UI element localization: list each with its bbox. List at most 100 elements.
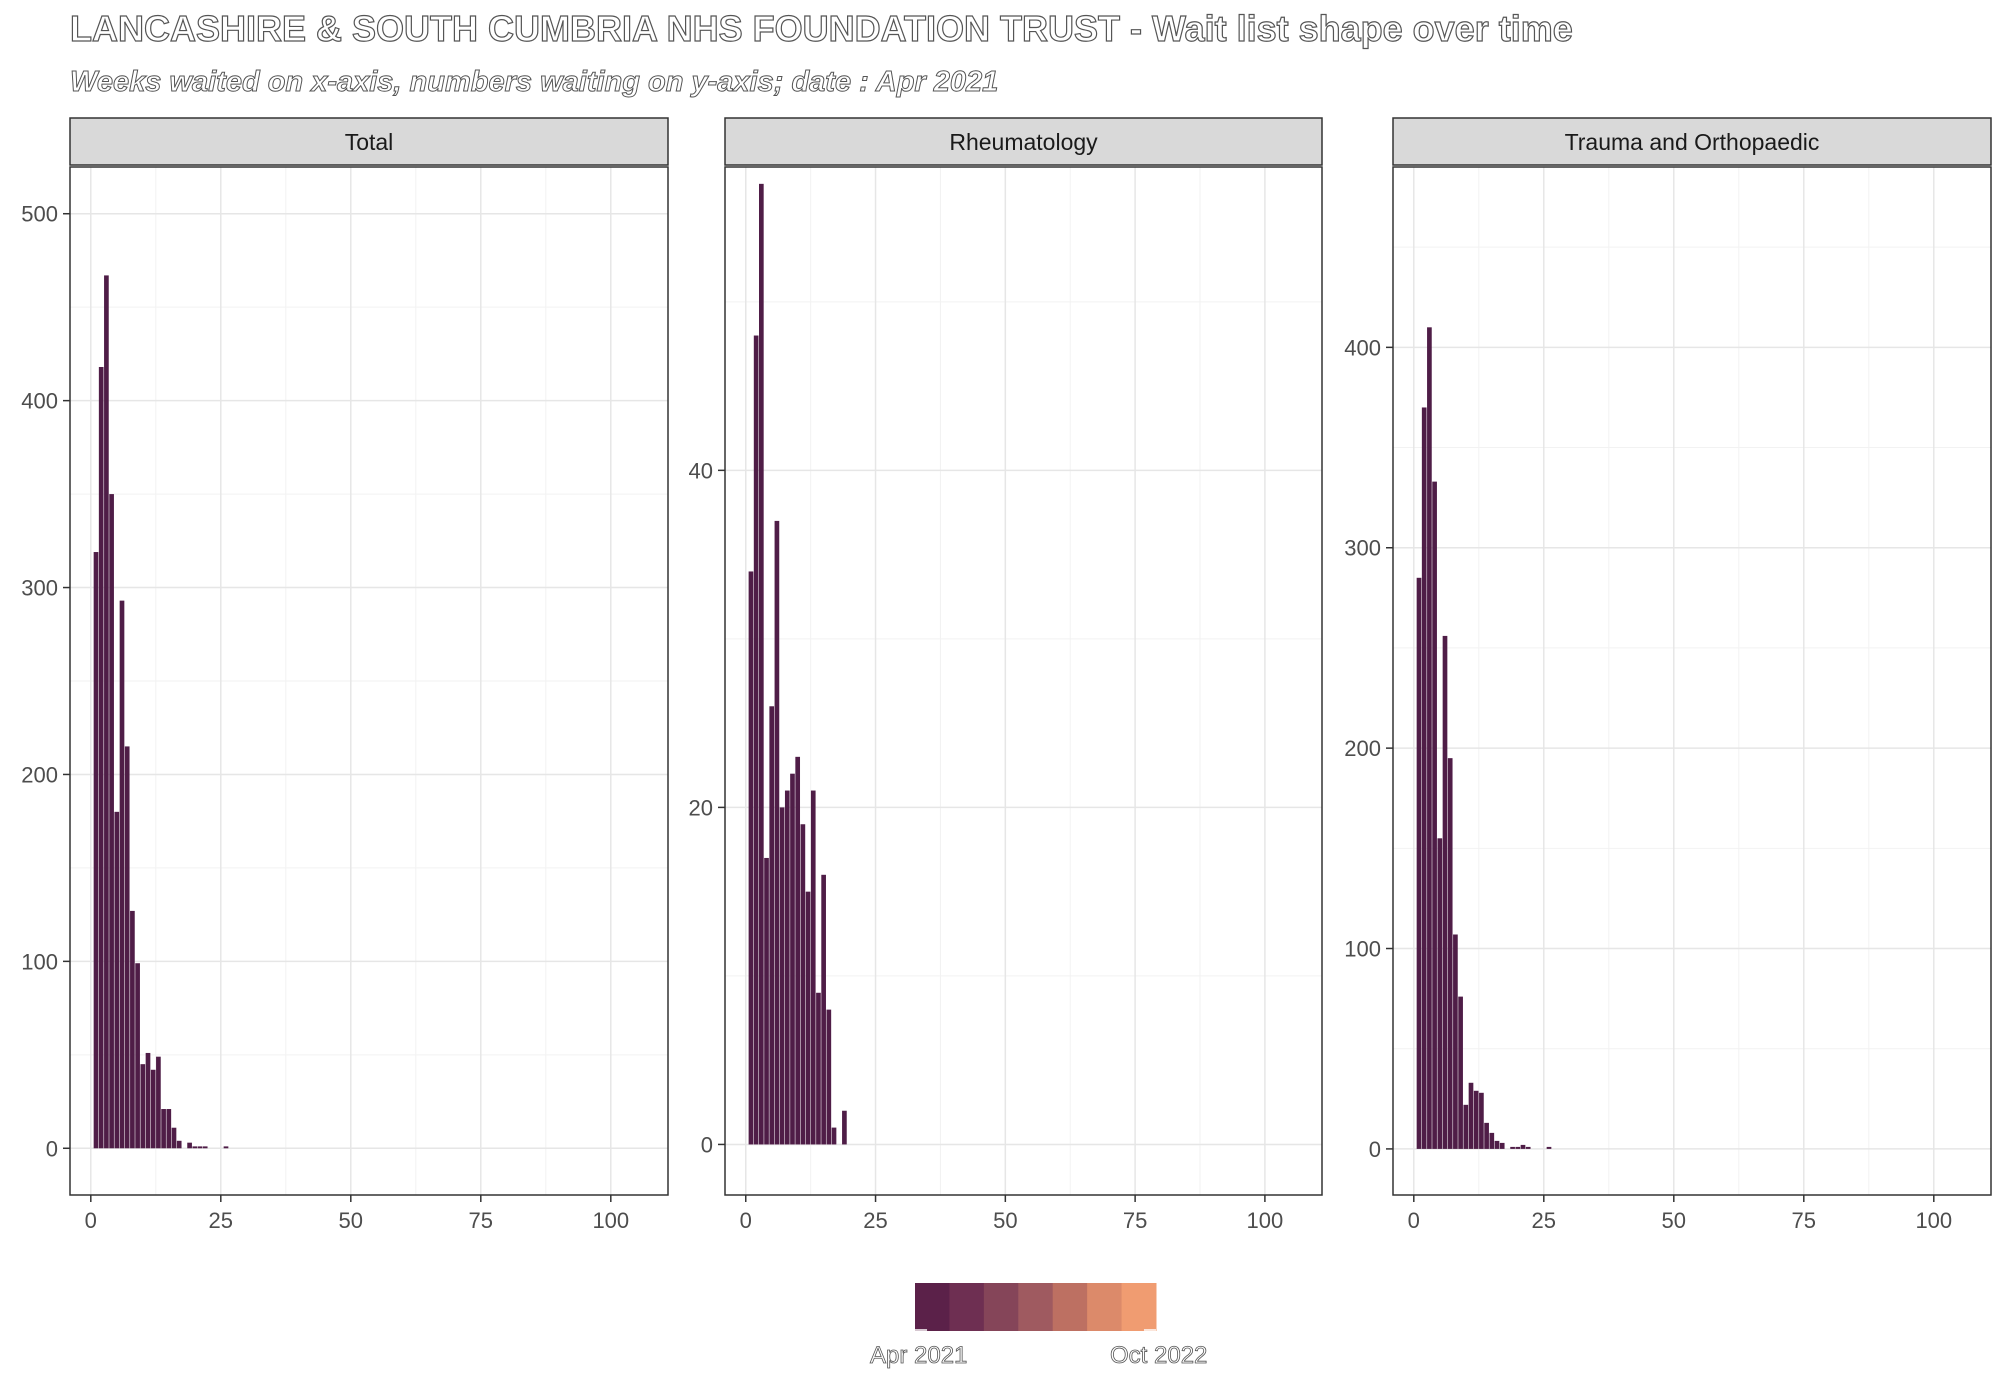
x-tick-label: 100 xyxy=(592,1208,629,1233)
x-tick-label: 25 xyxy=(1532,1208,1556,1233)
legend-color-swatch xyxy=(1121,1283,1157,1331)
chart-title: LANCASHIRE & SOUTH CUMBRIA NHS FOUNDATIO… xyxy=(69,7,1573,49)
x-tick-label: 100 xyxy=(1915,1208,1952,1233)
bar xyxy=(1421,407,1427,1149)
bar xyxy=(748,571,754,1145)
bar xyxy=(166,1109,172,1149)
panel-border xyxy=(1392,166,1992,1196)
legend-color-swatch xyxy=(949,1283,985,1331)
bar xyxy=(150,1069,156,1149)
x-tick-label: 0 xyxy=(740,1208,752,1233)
facet-title: Rheumatology xyxy=(949,129,1098,155)
legend-color-swatch xyxy=(1018,1283,1054,1331)
y-tick-label: 500 xyxy=(21,202,58,227)
bar xyxy=(826,1009,832,1145)
y-tick-label: 100 xyxy=(21,949,58,974)
bar xyxy=(805,891,811,1145)
x-tick-label: 0 xyxy=(85,1208,97,1233)
y-tick-label: 0 xyxy=(701,1132,713,1157)
bar xyxy=(1427,327,1432,1149)
facet-panel: Rheumatology 0 25 50 75 100 0 20 40 xyxy=(689,117,1323,1233)
bar xyxy=(104,275,109,1149)
bar xyxy=(1453,934,1458,1149)
bar xyxy=(187,1142,192,1149)
bar xyxy=(1437,838,1443,1149)
x-tick-label: 25 xyxy=(209,1208,233,1233)
bar xyxy=(810,790,816,1145)
x-tick-label: 100 xyxy=(1247,1208,1284,1233)
bar xyxy=(1442,635,1448,1149)
bar xyxy=(140,1064,146,1149)
bar xyxy=(93,552,99,1149)
bar xyxy=(753,335,759,1145)
bar xyxy=(124,746,130,1149)
legend-color-swatch xyxy=(983,1283,1019,1331)
y-tick-label: 20 xyxy=(689,795,713,820)
bar xyxy=(759,183,764,1145)
bar xyxy=(176,1140,182,1149)
bar xyxy=(800,824,806,1145)
bar xyxy=(1515,1146,1521,1149)
x-tick-label: 0 xyxy=(1408,1208,1420,1233)
y-tick-label: 0 xyxy=(1369,1137,1381,1162)
bar xyxy=(119,600,125,1149)
bar xyxy=(98,366,104,1149)
bar xyxy=(1484,1122,1489,1149)
facet-strip xyxy=(724,117,1323,166)
y-tick-label: 100 xyxy=(1344,937,1381,962)
y-tick-label: 300 xyxy=(21,576,58,601)
y-tick-label: 0 xyxy=(46,1136,58,1161)
bar xyxy=(774,520,780,1145)
bar xyxy=(769,706,775,1145)
bar xyxy=(135,963,140,1149)
bar xyxy=(145,1052,151,1149)
bar xyxy=(1458,996,1463,1149)
legend-end-label: Oct 2022 xyxy=(1110,1342,1208,1370)
bar xyxy=(779,807,785,1145)
panel-border xyxy=(69,166,669,1196)
bar xyxy=(1510,1146,1515,1149)
bar xyxy=(1463,1104,1469,1149)
bar xyxy=(1499,1142,1505,1149)
bar xyxy=(821,874,826,1145)
y-tick-label: 40 xyxy=(689,458,713,483)
x-tick-label: 75 xyxy=(1792,1208,1816,1233)
bar xyxy=(795,756,801,1145)
facet-strip xyxy=(1392,117,1992,166)
bar xyxy=(1525,1146,1531,1149)
bar xyxy=(171,1127,177,1149)
bar xyxy=(161,1109,166,1149)
facet-title: Trauma and Orthopaedic xyxy=(1565,129,1820,155)
bar xyxy=(1520,1144,1526,1149)
bar xyxy=(831,1127,837,1145)
bar xyxy=(784,790,790,1145)
facet-title: Total xyxy=(345,129,394,155)
bar xyxy=(1416,577,1422,1149)
facet-strip xyxy=(69,117,669,166)
panel-border xyxy=(724,166,1323,1196)
bar xyxy=(1468,1082,1474,1149)
bar xyxy=(1473,1090,1479,1149)
bar xyxy=(1546,1146,1552,1149)
x-tick-label: 50 xyxy=(993,1208,1017,1233)
bar xyxy=(1479,1092,1484,1149)
legend-color-swatch xyxy=(1052,1283,1088,1331)
y-tick-label: 200 xyxy=(21,762,58,787)
facet-panel: Total 0 25 50 75 100 0 100 200 300 400 500 xyxy=(21,117,669,1233)
chart-subtitle: Weeks waited on x-axis, numbers waiting … xyxy=(69,66,999,99)
legend-color-swatch xyxy=(915,1283,950,1331)
bar xyxy=(1494,1140,1500,1149)
bar xyxy=(842,1110,847,1145)
bar xyxy=(192,1146,198,1149)
y-tick-label: 200 xyxy=(1344,736,1381,761)
bar xyxy=(764,857,769,1145)
bar xyxy=(790,773,795,1145)
bar xyxy=(202,1146,208,1149)
bar xyxy=(1489,1132,1495,1149)
legend-color-swatch xyxy=(1087,1283,1123,1331)
bar xyxy=(109,494,114,1149)
x-tick-label: 50 xyxy=(1662,1208,1686,1233)
bar xyxy=(130,910,135,1149)
x-tick-label: 50 xyxy=(339,1208,363,1233)
